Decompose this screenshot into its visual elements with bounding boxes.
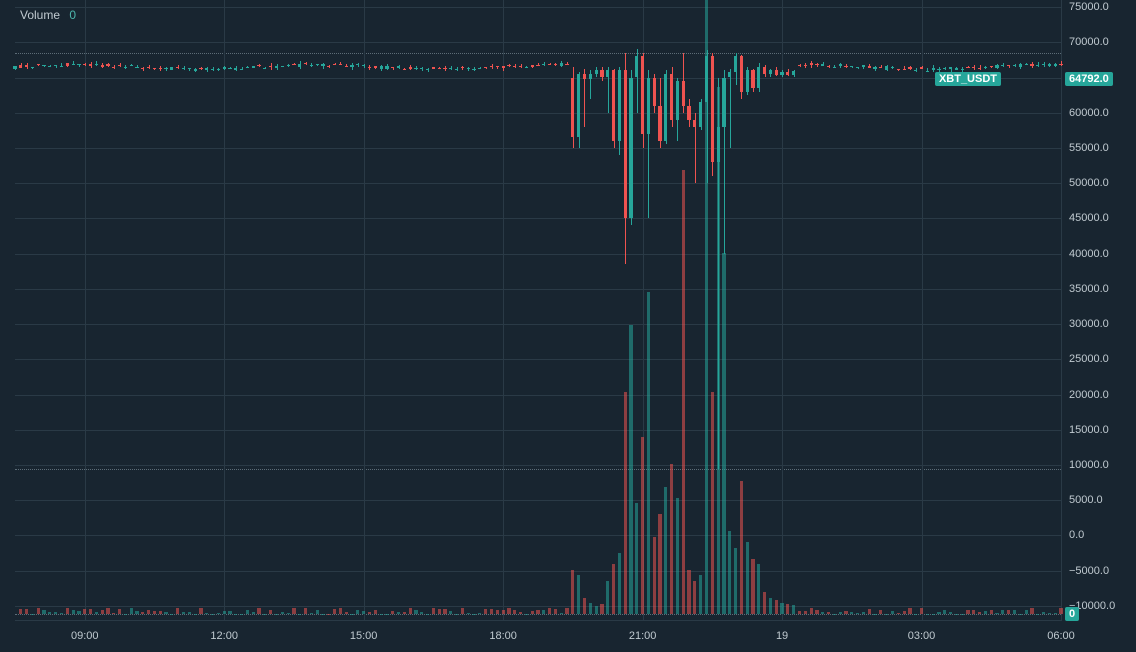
y-tick-label: 55000.0	[1069, 142, 1109, 154]
y-tick-label: 5000.0	[1069, 494, 1103, 506]
y-tick-label: 50000.0	[1069, 177, 1109, 189]
x-tick-label: 18:00	[489, 630, 517, 642]
y-tick-label: 0.0	[1069, 529, 1084, 541]
x-tick-label: 19	[776, 630, 788, 642]
y-tick-label: 10000.0	[1069, 459, 1109, 471]
y-tick-label: 40000.0	[1069, 248, 1109, 260]
x-tick-label: 03:00	[908, 630, 936, 642]
symbol-tag: XBT_USDT	[935, 72, 1001, 86]
last-price-tag: 64792.0	[1065, 72, 1113, 86]
x-tick-label: 06:00	[1047, 630, 1075, 642]
y-tick-label: 30000.0	[1069, 318, 1109, 330]
x-tick-label: 21:00	[629, 630, 657, 642]
x-tick-label: 15:00	[350, 630, 378, 642]
y-tick-label: 25000.0	[1069, 353, 1109, 365]
x-tick-label: 09:00	[71, 630, 99, 642]
volume-zero-tag: 0	[1065, 607, 1079, 621]
y-tick-label: 45000.0	[1069, 212, 1109, 224]
y-tick-label: 70000.0	[1069, 36, 1109, 48]
chart-plot-area[interactable]	[15, 0, 1062, 621]
chart-root: Volume 0 75000.070000.065000.060000.0550…	[0, 0, 1136, 652]
y-tick-label: 75000.0	[1069, 1, 1109, 13]
x-tick-label: 12:00	[210, 630, 238, 642]
y-tick-label: 35000.0	[1069, 283, 1109, 295]
y-tick-label: −5000.0	[1069, 565, 1109, 577]
y-tick-label: 20000.0	[1069, 389, 1109, 401]
y-tick-label: 15000.0	[1069, 424, 1109, 436]
y-tick-label: 60000.0	[1069, 107, 1109, 119]
